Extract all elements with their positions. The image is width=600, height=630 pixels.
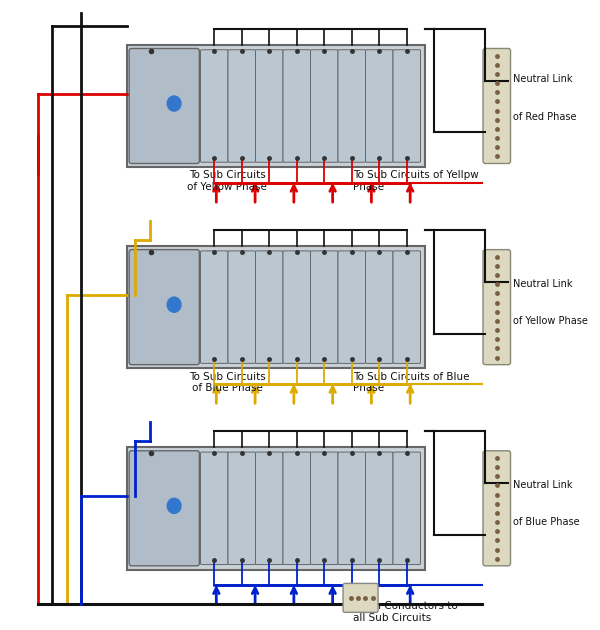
FancyBboxPatch shape	[283, 50, 310, 163]
FancyBboxPatch shape	[338, 50, 365, 163]
FancyBboxPatch shape	[200, 452, 228, 564]
FancyBboxPatch shape	[393, 50, 421, 163]
FancyBboxPatch shape	[228, 251, 256, 364]
FancyBboxPatch shape	[283, 452, 310, 564]
FancyBboxPatch shape	[256, 251, 283, 364]
FancyBboxPatch shape	[129, 249, 199, 365]
FancyBboxPatch shape	[483, 49, 511, 164]
FancyBboxPatch shape	[256, 452, 283, 564]
FancyBboxPatch shape	[365, 50, 393, 163]
FancyBboxPatch shape	[283, 251, 310, 364]
FancyBboxPatch shape	[127, 246, 425, 369]
FancyBboxPatch shape	[393, 452, 421, 564]
FancyBboxPatch shape	[310, 251, 338, 364]
FancyBboxPatch shape	[338, 452, 365, 564]
FancyBboxPatch shape	[393, 251, 421, 364]
Text: of Red Phase: of Red Phase	[513, 112, 577, 122]
Text: of Blue Phase: of Blue Phase	[513, 517, 580, 527]
FancyBboxPatch shape	[365, 251, 393, 364]
FancyBboxPatch shape	[129, 451, 199, 566]
FancyBboxPatch shape	[310, 50, 338, 163]
FancyBboxPatch shape	[228, 452, 256, 564]
FancyBboxPatch shape	[228, 50, 256, 163]
FancyBboxPatch shape	[310, 452, 338, 564]
FancyBboxPatch shape	[127, 45, 425, 168]
FancyBboxPatch shape	[365, 452, 393, 564]
Text: To Sub Circuits of Blue
Phase: To Sub Circuits of Blue Phase	[353, 372, 470, 393]
Circle shape	[167, 96, 181, 111]
Text: Neutral Link: Neutral Link	[513, 74, 572, 84]
FancyBboxPatch shape	[200, 50, 228, 163]
Text: Earth Conductors to
all Sub Circuits: Earth Conductors to all Sub Circuits	[353, 601, 458, 622]
FancyBboxPatch shape	[256, 50, 283, 163]
Text: of Yellow Phase: of Yellow Phase	[513, 316, 587, 326]
Text: Neutral Link: Neutral Link	[513, 479, 572, 490]
FancyBboxPatch shape	[338, 251, 365, 364]
FancyBboxPatch shape	[127, 447, 425, 570]
Circle shape	[167, 498, 181, 513]
FancyBboxPatch shape	[129, 49, 199, 164]
FancyBboxPatch shape	[483, 249, 511, 365]
Text: Neutral Link: Neutral Link	[513, 278, 572, 289]
Text: To Sub Circuits
of Yellow Phase: To Sub Circuits of Yellow Phase	[187, 171, 267, 192]
FancyBboxPatch shape	[200, 251, 228, 364]
Circle shape	[167, 297, 181, 312]
FancyBboxPatch shape	[343, 583, 378, 612]
FancyBboxPatch shape	[483, 451, 511, 566]
Text: To Sub Circuits
of Blue Phase: To Sub Circuits of Blue Phase	[189, 372, 266, 393]
Text: To Sub Circuits of Yellpw
Phase: To Sub Circuits of Yellpw Phase	[353, 171, 479, 192]
